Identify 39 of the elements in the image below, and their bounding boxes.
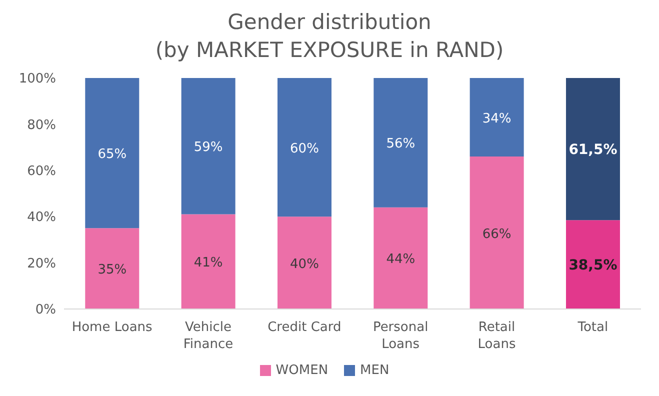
data-label: 65%: [98, 147, 127, 162]
y-tick-label: 40%: [27, 210, 56, 226]
bar: [181, 214, 236, 309]
x-tick-label: Home Loans: [72, 320, 153, 335]
bar: [374, 207, 428, 309]
data-label: 59%: [194, 140, 223, 156]
bar: [85, 78, 140, 228]
data-label: 60%: [290, 141, 319, 156]
bar: [374, 78, 428, 208]
y-tick-label: 20%: [27, 256, 56, 272]
bar: [566, 220, 620, 309]
data-label: 35%: [98, 262, 127, 278]
data-label: 44%: [386, 252, 416, 268]
legend-label: MEN: [359, 363, 390, 378]
data-label: 66%: [482, 226, 512, 242]
x-tick-label: Vehicle Finance: [183, 320, 234, 352]
chart-title: Gender distribution (by MARKET EXPOSURE in RAND): [154, 9, 505, 64]
bar: [85, 228, 140, 309]
bar: [566, 78, 620, 220]
legend-label: WOMEN: [274, 363, 328, 378]
data-label: 41%: [194, 256, 223, 271]
data-label: 40%: [290, 256, 319, 272]
x-tick-label: Retail Loans: [478, 320, 516, 352]
y-tick-label: 100%: [18, 72, 56, 87]
bar: [470, 156, 524, 309]
data-label: 38,5%: [568, 258, 618, 274]
x-tick-label: Credit Card: [268, 320, 342, 335]
bar: [277, 78, 332, 217]
y-tick-label: 60%: [27, 164, 56, 180]
bar: [181, 78, 236, 214]
x-tick-label: Personal Loans: [372, 320, 428, 352]
data-label: 61,5%: [568, 142, 618, 158]
bar: [277, 216, 332, 309]
y-tick-label: 80%: [27, 118, 56, 133]
data-label: 34%: [482, 111, 512, 126]
bar: [470, 78, 524, 157]
x-tick-label: Total: [576, 320, 608, 335]
data-label: 56%: [386, 136, 416, 152]
y-tick-label: 0%: [35, 302, 56, 318]
